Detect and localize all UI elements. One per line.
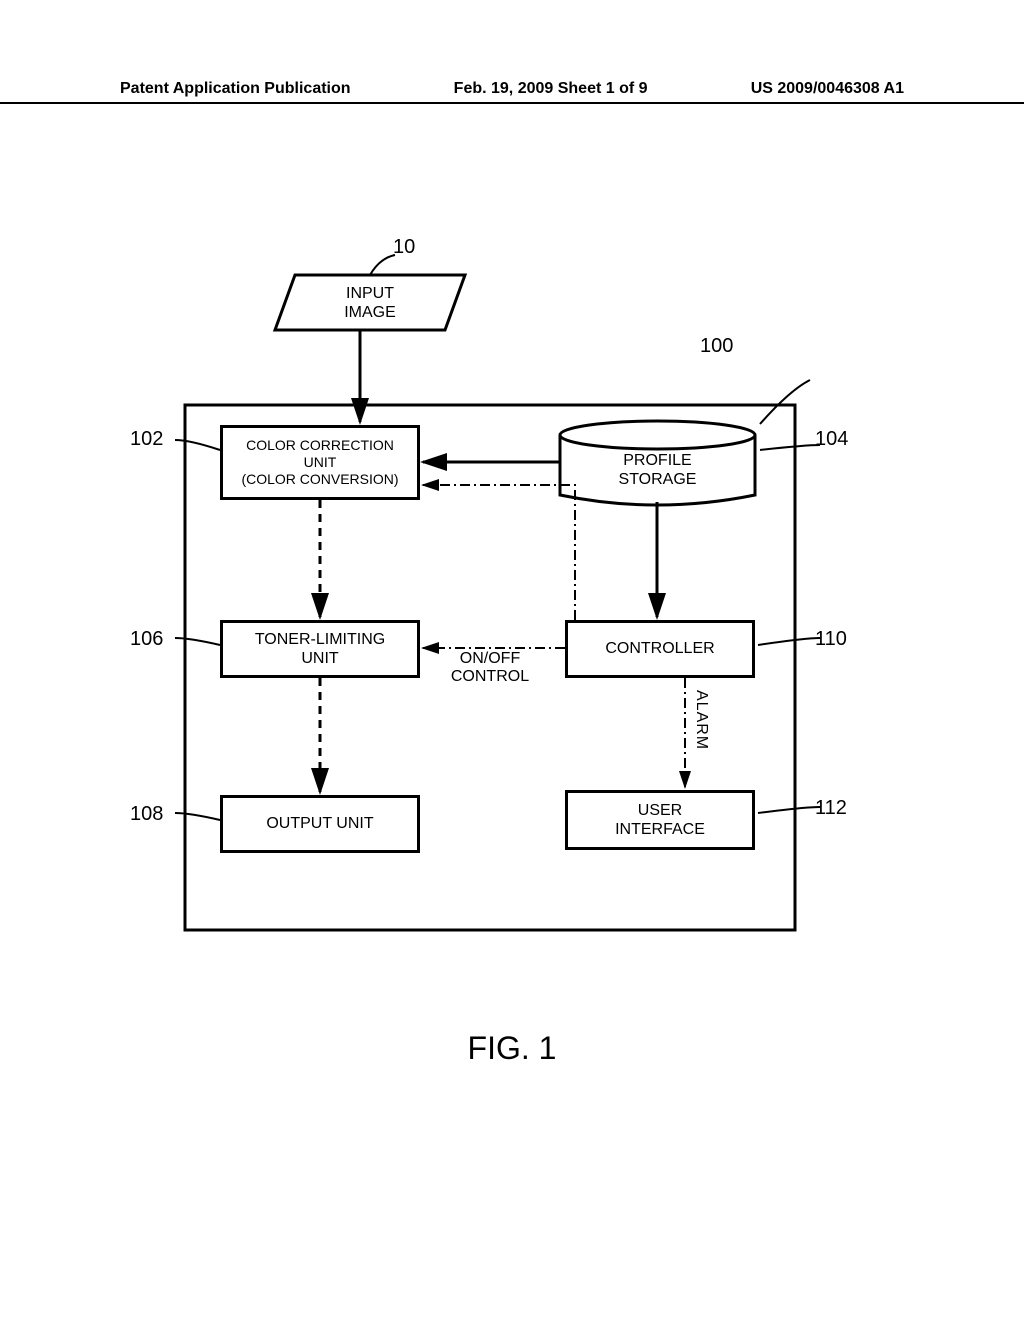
header-center: Feb. 19, 2009 Sheet 1 of 9 <box>454 80 648 98</box>
profile-storage-label: PROFILE STORAGE <box>619 451 697 489</box>
ref-102: 102 <box>130 428 163 451</box>
page-header: Patent Application Publication Feb. 19, … <box>0 80 1024 104</box>
ref-106: 106 <box>130 628 163 651</box>
color-correction-label: COLOR CORRECTION UNIT (COLOR CONVERSION) <box>241 437 398 487</box>
ref-110: 110 <box>815 628 847 651</box>
node-profile-storage: PROFILE STORAGE <box>560 445 755 495</box>
ref-108: 108 <box>130 803 163 826</box>
ref-10: 10 <box>393 236 415 259</box>
header-right: US 2009/0046308 A1 <box>751 80 904 98</box>
toner-limiting-label: TONER-LIMITING UNIT <box>255 630 385 668</box>
input-image-label: INPUT IMAGE <box>344 284 396 322</box>
node-input-image: INPUT IMAGE <box>295 278 445 328</box>
figure-caption: FIG. 1 <box>0 1030 1024 1067</box>
user-interface-label: USER INTERFACE <box>615 801 705 839</box>
node-color-correction: COLOR CORRECTION UNIT (COLOR CONVERSION) <box>220 425 420 500</box>
controller-label: CONTROLLER <box>605 639 714 658</box>
node-user-interface: USER INTERFACE <box>565 790 755 850</box>
output-unit-label: OUTPUT UNIT <box>266 814 373 833</box>
edge-label-onoff: ON/OFF CONTROL <box>430 650 550 686</box>
node-toner-limiting: TONER-LIMITING UNIT <box>220 620 420 678</box>
node-output-unit: OUTPUT UNIT <box>220 795 420 853</box>
ref-100: 100 <box>700 335 733 358</box>
node-controller: CONTROLLER <box>565 620 755 678</box>
ref-112: 112 <box>815 797 847 820</box>
edge-label-alarm: ALARM <box>692 690 710 750</box>
ref-104: 104 <box>815 428 848 451</box>
block-diagram: INPUT IMAGE PROFILE STORAGE COLOR CORREC… <box>120 250 880 950</box>
header-left: Patent Application Publication <box>120 80 351 98</box>
